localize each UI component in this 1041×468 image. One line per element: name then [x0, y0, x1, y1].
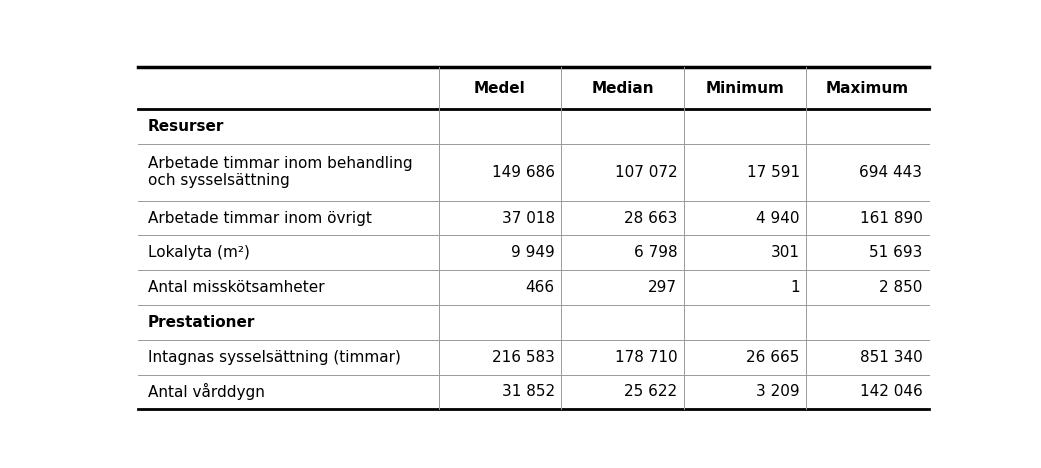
Text: 1: 1	[790, 280, 799, 295]
Text: 466: 466	[526, 280, 555, 295]
Text: 26 665: 26 665	[746, 350, 799, 365]
Text: Antal vårddygn: Antal vårddygn	[148, 383, 264, 401]
Text: Antal misskötsamheter: Antal misskötsamheter	[148, 280, 325, 295]
Text: 37 018: 37 018	[502, 211, 555, 226]
Text: 851 340: 851 340	[860, 350, 922, 365]
Text: 28 663: 28 663	[624, 211, 678, 226]
Text: Resurser: Resurser	[148, 119, 224, 134]
Text: Arbetade timmar inom övrigt: Arbetade timmar inom övrigt	[148, 211, 372, 226]
Text: Medel: Medel	[474, 80, 526, 95]
Text: 142 046: 142 046	[860, 384, 922, 399]
Text: 17 591: 17 591	[746, 165, 799, 180]
Text: Maximum: Maximum	[826, 80, 909, 95]
Text: Lokalyta (m²): Lokalyta (m²)	[148, 245, 250, 260]
Text: Minimum: Minimum	[706, 80, 785, 95]
Text: 297: 297	[649, 280, 678, 295]
Text: 9 949: 9 949	[511, 245, 555, 260]
Text: 51 693: 51 693	[869, 245, 922, 260]
Text: 25 622: 25 622	[625, 384, 678, 399]
Text: 6 798: 6 798	[634, 245, 678, 260]
Text: 149 686: 149 686	[491, 165, 555, 180]
Text: 161 890: 161 890	[860, 211, 922, 226]
Text: 694 443: 694 443	[860, 165, 922, 180]
Text: 2 850: 2 850	[879, 280, 922, 295]
Text: 31 852: 31 852	[502, 384, 555, 399]
Text: Prestationer: Prestationer	[148, 315, 255, 330]
Text: 107 072: 107 072	[614, 165, 678, 180]
Text: Median: Median	[591, 80, 654, 95]
Text: 216 583: 216 583	[491, 350, 555, 365]
Text: Arbetade timmar inom behandling
och sysselsättning: Arbetade timmar inom behandling och syss…	[148, 156, 412, 189]
Text: 301: 301	[770, 245, 799, 260]
Text: 3 209: 3 209	[756, 384, 799, 399]
Text: Intagnas sysselsättning (timmar): Intagnas sysselsättning (timmar)	[148, 350, 401, 365]
Text: 178 710: 178 710	[614, 350, 678, 365]
Text: 4 940: 4 940	[757, 211, 799, 226]
